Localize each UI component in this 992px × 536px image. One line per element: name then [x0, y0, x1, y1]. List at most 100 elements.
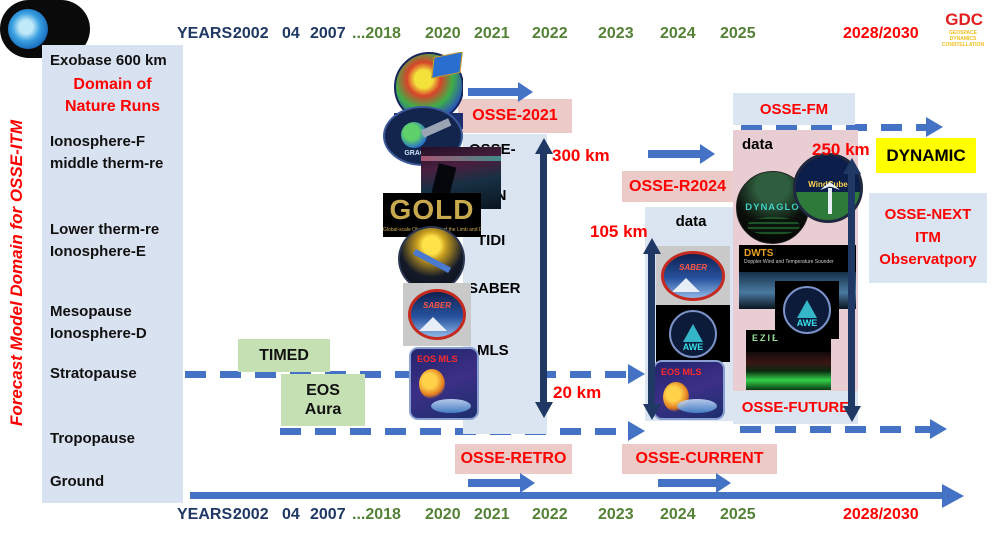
timed-box: TIMED: [238, 339, 330, 372]
saber-mission-logo-2024: SABER: [656, 246, 730, 306]
osse-fm-label-box: OSSE-FM: [733, 93, 855, 125]
altitude-arrow-105-icon: [642, 238, 661, 420]
eos-aura-box: EOS Aura: [281, 374, 365, 426]
year-label: 2028/2030: [843, 25, 919, 42]
eos-mls-mission-logo: MLSEOS MLS: [409, 347, 479, 420]
year-label: 04: [282, 25, 300, 42]
osse-fm-dashed-arrow: [741, 124, 926, 131]
altitude-label-middle-therm: middle therm-re: [50, 155, 164, 172]
gdc-label: GDC: [945, 10, 983, 29]
osse-r2024-label-box: OSSE-R2024: [622, 171, 733, 202]
year-label: 2024: [660, 506, 696, 523]
year-label: 2021: [474, 506, 510, 523]
right-arrow-osse-retro-icon: [468, 473, 535, 493]
data-label-future: data: [742, 136, 773, 153]
altitude-label-mesopause: Mesopause: [50, 303, 132, 320]
year-label: 2028/2030: [843, 506, 919, 523]
osse-next-box: OSSE-NEXT ITM Observatpory: [869, 193, 987, 283]
altitude-label-lower-therm: Lower therm-re: [50, 221, 160, 238]
stratopause-arrowhead-icon: [628, 364, 645, 384]
altitude-label-ionosphere-f: Ionosphere-F: [50, 133, 146, 150]
altitude-label-ionosphere-d: Ionosphere-D: [50, 325, 147, 342]
osse-fm-arrowhead-icon: [926, 117, 943, 137]
osse-future-dashed-arrow: [740, 426, 930, 433]
osse-retro-label-box: OSSE-RETRO: [455, 444, 572, 474]
eos-mls-mission-logo-2024: EOS MLS: [653, 360, 725, 420]
year-label: YEARS:: [177, 506, 238, 523]
altitude-label-stratopause: Stratopause: [50, 365, 137, 382]
eos-label: EOS: [306, 381, 340, 399]
altitude-label-exobase: Exobase 600 km: [50, 52, 167, 69]
osse-next-line3: Observatpory: [879, 251, 977, 269]
year-label: 2020: [425, 25, 461, 42]
dwts-subtitle: Doppler Wind and Temperature Sounder: [744, 259, 834, 265]
altitude-arrow-250-icon: [842, 158, 861, 422]
tidi-mission-logo: [398, 226, 465, 292]
column-label-tidi: TIDI: [477, 232, 506, 249]
year-label: 2020: [425, 506, 461, 523]
nature-runs-label: Nature Runs: [64, 98, 161, 115]
year-label: 2024: [660, 25, 696, 42]
altitude-250km: 250 km: [812, 140, 870, 159]
year-row-bottom: YEARS: 2002 04 2007 ...2018 2020 2021 20…: [0, 506, 992, 528]
altitude-label-ionosphere-e: Ionosphere-E: [50, 243, 146, 260]
year-label: 2007: [310, 25, 346, 42]
vertical-axis-title: Forecast Model Domain for OSSE-ITM: [7, 119, 26, 427]
stratopause-dashed-line: [185, 371, 628, 378]
altitude-label-ground: Ground: [50, 473, 105, 490]
year-label: 2025: [720, 25, 756, 42]
osse-2021-label-box: OSSE-2021: [458, 99, 572, 133]
year-label: 2022: [532, 506, 568, 523]
altitude-300km: 300 km: [552, 146, 610, 165]
osse-next-line1: OSSE-NEXT: [884, 206, 972, 224]
year-label: 2025: [720, 506, 756, 523]
year-label: 2007: [310, 506, 346, 523]
aura-label: Aura: [304, 401, 342, 418]
column-label-mls: MLS: [477, 342, 509, 359]
ezie-aurora-image: [746, 351, 831, 390]
dynaglo-label: DYNAGLO: [745, 202, 800, 213]
awe-label: AWE: [783, 286, 831, 334]
dynamic-label-box: DYNAMIC: [876, 138, 976, 173]
year-label: 2023: [598, 506, 634, 523]
osse-future-label-box: OSSE-FUTURE: [733, 391, 858, 424]
tropopause-dashed-line: [280, 428, 628, 435]
year-label: YEARS:: [177, 25, 238, 42]
year-row-top: YEARS: 2002 04 2007 ...2018 2020 2021 20…: [0, 25, 992, 47]
year-label: 2023: [598, 25, 634, 42]
year-label: 2002: [233, 506, 269, 523]
year-label: ...2018: [352, 506, 401, 523]
dwts-label: DWTS: [744, 248, 774, 259]
right-arrow-osse2021-icon: [468, 82, 533, 102]
ezie-label: EZIE: [752, 333, 781, 343]
altitude-arrow-300-20-icon: [534, 138, 553, 418]
tropopause-arrowhead-icon: [628, 421, 645, 441]
windcube-label: WindCube: [808, 180, 848, 189]
year-label: 2002: [233, 25, 269, 42]
ground-timeline-arrow: [190, 483, 964, 508]
altitude-20km: 20 km: [553, 383, 602, 402]
year-label: 2021: [474, 25, 510, 42]
right-arrow-osse-current-icon: [658, 473, 731, 493]
saber-label: SABER: [661, 251, 725, 301]
year-label: 2022: [532, 25, 568, 42]
altitude-panel: Exobase 600 km Domain of Nature Runs Ion…: [42, 45, 183, 503]
saber-mission-logo: SABER: [403, 283, 471, 346]
gold-label: GOLD: [389, 194, 475, 225]
osse-future-arrowhead-icon: [930, 419, 947, 439]
altitude-105km: 105 km: [590, 222, 648, 241]
osse-next-line2: ITM: [915, 228, 941, 246]
awe-label: AWE: [669, 309, 717, 358]
awe-mission-logo-future: AWE: [775, 281, 839, 339]
domain-of-label: Domain of: [73, 76, 152, 93]
ezie-mission-logo: EZIE: [746, 330, 831, 390]
saber-label: SABER: [407, 288, 467, 341]
data-label-2024: data: [675, 213, 707, 230]
column-label-saber: SABER: [468, 280, 521, 297]
gdc-subtitle: GEOSPACE DYNAMICS CONSTELLATION: [941, 30, 985, 48]
altitude-label-tropopause: Tropopause: [50, 430, 136, 447]
year-label: ...2018: [352, 25, 401, 42]
osse-current-label-box: OSSE-CURRENT: [622, 444, 777, 474]
right-arrow-osse-r2024-icon: [648, 144, 715, 164]
